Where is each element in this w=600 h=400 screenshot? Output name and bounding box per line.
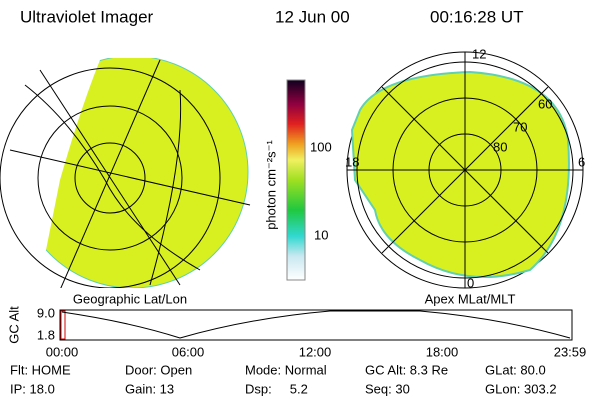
lat-label: 60 [538, 96, 552, 111]
left-map [0, 58, 251, 288]
colorbar-label: photon cm⁻²s⁻¹ [263, 140, 278, 230]
altitude-plot [59, 309, 573, 341]
mlt-label: 12 [472, 46, 486, 61]
y-tick-label: 1.8 [37, 327, 55, 342]
y-tick-label: 9.0 [37, 305, 55, 320]
left-caption: Geographic Lat/Lon [73, 291, 187, 306]
mlt-label: 6 [578, 154, 585, 169]
colorbar [286, 79, 306, 281]
title: Ultraviolet Imager [20, 7, 154, 26]
status-field: GLon: 303.2 [485, 381, 557, 396]
status-field: GC Alt: 8.3 Re [365, 362, 448, 377]
colorbar-tick: 10 [314, 227, 328, 242]
status-field: GLat: 80.0 [485, 362, 546, 377]
x-tick-label: 23:59 [554, 344, 587, 359]
status-field: IP: 18.0 [10, 381, 55, 396]
y-label: GC Alt [6, 306, 21, 344]
status-field: Door: Open [125, 362, 192, 377]
mlt-label: 18 [345, 154, 359, 169]
right-map [346, 51, 584, 289]
status-field: Gain: 13 [125, 381, 174, 396]
status-panel: Flt: HOME Door: Open Mode: Normal GC Alt: 8… [10, 362, 557, 396]
status-field: Seq: 30 [365, 381, 410, 396]
right-caption: Apex MLat/MLT [425, 291, 516, 306]
status-field: Flt: HOME [10, 362, 71, 377]
x-tick-label: 06:00 [172, 344, 205, 359]
colorbar-tick: 100 [310, 139, 332, 154]
x-tick-label: 18:00 [426, 344, 459, 359]
x-tick-label: 00:00 [46, 344, 79, 359]
lat-label: 80 [493, 139, 507, 154]
status-field: Dsp: 5.2 [245, 381, 308, 396]
time: 00:16:28 UT [430, 7, 524, 26]
status-field: Mode: Normal [245, 362, 327, 377]
lat-label: 70 [513, 119, 527, 134]
x-tick-label: 12:00 [299, 344, 332, 359]
mlt-label: 0 [467, 275, 474, 290]
date: 12 Jun 00 [275, 7, 350, 26]
